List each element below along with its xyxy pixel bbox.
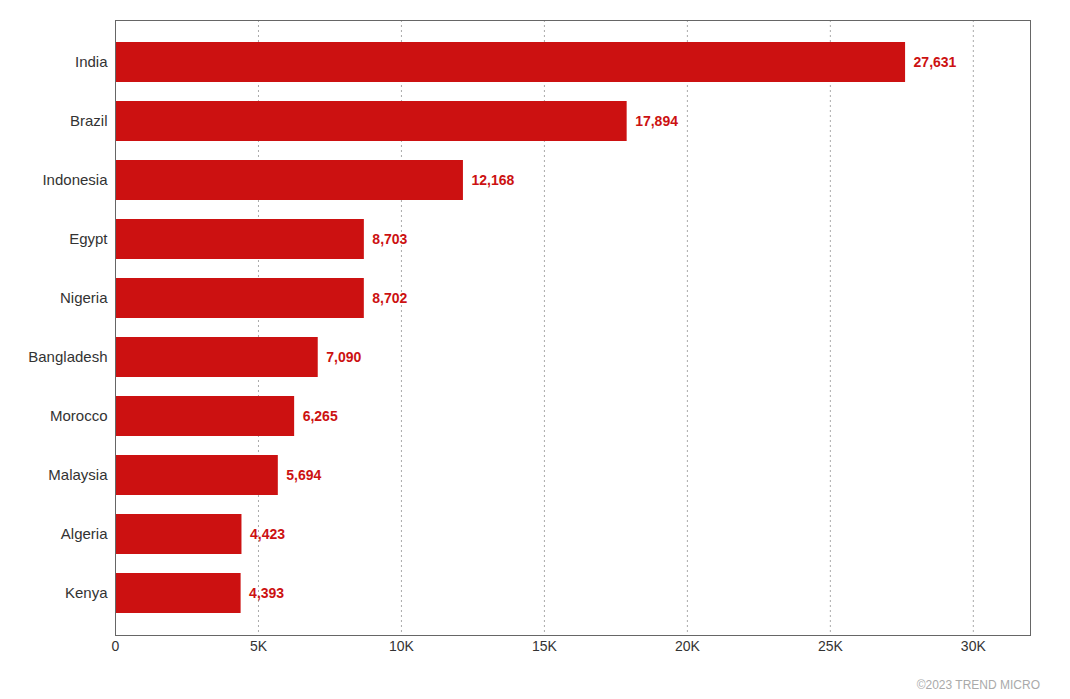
svg-text:Egypt: Egypt [69, 230, 108, 247]
svg-text:8,702: 8,702 [372, 290, 407, 306]
svg-text:25K: 25K [818, 638, 844, 654]
svg-text:8,703: 8,703 [372, 231, 407, 247]
svg-text:Bangladesh: Bangladesh [28, 348, 107, 365]
svg-text:0: 0 [112, 638, 120, 654]
svg-text:5K: 5K [250, 638, 268, 654]
svg-text:7,090: 7,090 [326, 349, 361, 365]
svg-text:Algeria: Algeria [61, 525, 108, 542]
svg-text:Malaysia: Malaysia [48, 466, 108, 483]
svg-text:10K: 10K [389, 638, 415, 654]
svg-text:4,423: 4,423 [250, 526, 285, 542]
svg-text:12,168: 12,168 [471, 172, 514, 188]
svg-text:17,894: 17,894 [635, 113, 678, 129]
svg-text:4,393: 4,393 [249, 585, 284, 601]
svg-text:Morocco: Morocco [50, 407, 108, 424]
svg-text:27,631: 27,631 [914, 54, 957, 70]
svg-text:Indonesia: Indonesia [42, 171, 108, 188]
svg-text:Kenya: Kenya [65, 584, 108, 601]
svg-text:20K: 20K [675, 638, 701, 654]
svg-text:Nigeria: Nigeria [60, 289, 108, 306]
svg-text:Brazil: Brazil [70, 112, 108, 129]
svg-text:5,694: 5,694 [286, 467, 321, 483]
svg-text:6,265: 6,265 [303, 408, 338, 424]
html-text:©2023 TREND MICRO: ©2023 TREND MICRO [916, 678, 1040, 692]
svg-text:India: India [75, 53, 108, 70]
svg-text:15K: 15K [532, 638, 558, 654]
svg-text:30K: 30K [961, 638, 987, 654]
